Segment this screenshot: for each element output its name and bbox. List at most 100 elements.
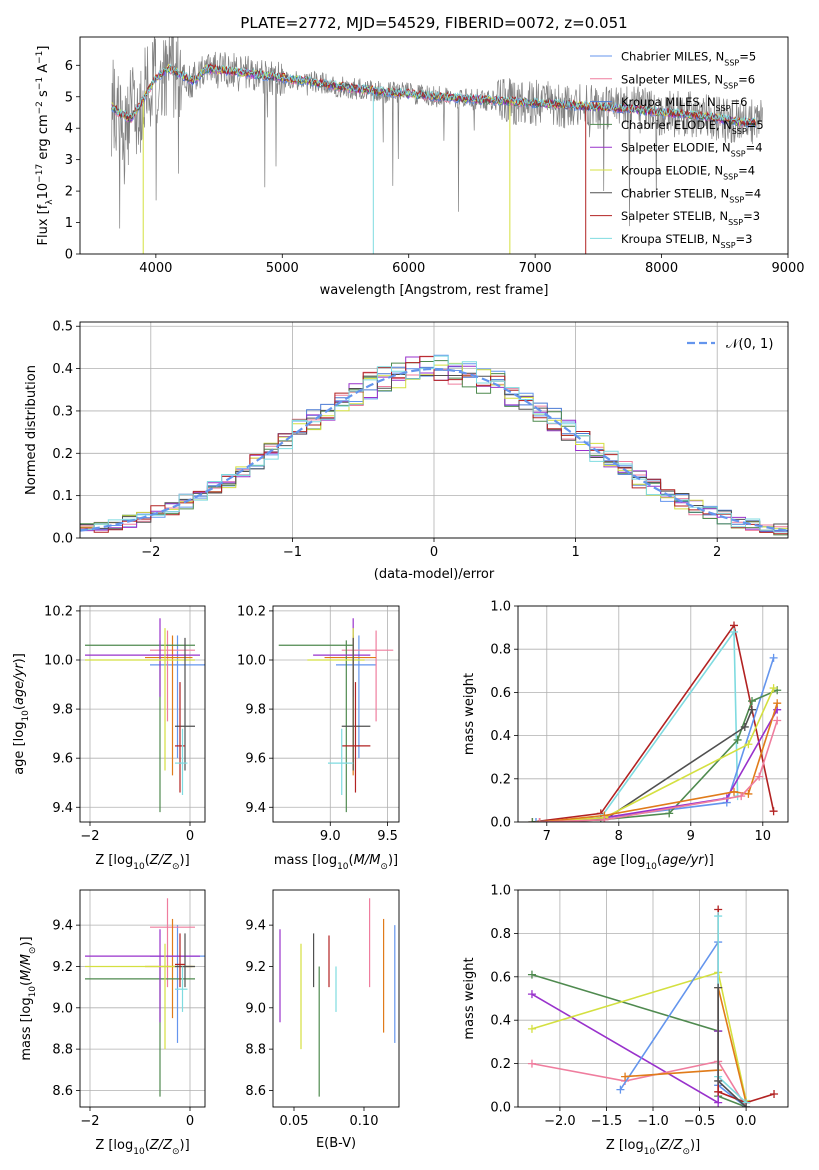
- y-tick-label: 1: [65, 216, 73, 231]
- legend-label: 𝒩(0, 1): [726, 337, 773, 352]
- y-tick-label: 8.6: [245, 1084, 266, 1099]
- axes-spectrum: 4000 5000 6000 7000 8000 9000 0 1 2 3 4 5 6: [65, 59, 805, 276]
- x-tick-label: 4000: [139, 261, 172, 276]
- mass-weight-point: [714, 1087, 723, 1096]
- x-tick-label: −1: [283, 545, 302, 560]
- y-tick-label: 10.0: [237, 654, 266, 669]
- y-tick-label: 10.2: [237, 604, 266, 619]
- y-tick-label: 9.0: [245, 1001, 266, 1016]
- y-axis-label: mass weight: [462, 673, 477, 755]
- x-axis-label: Z [log10(Z/Z⊙)]: [95, 853, 189, 872]
- x-tick-label: 7: [543, 829, 551, 844]
- x-tick-label: 0: [186, 1114, 194, 1129]
- mass-weight-point: [755, 772, 764, 781]
- mass-weight-point: [527, 1059, 536, 1068]
- axes-mass_vs_ebv: 0.05 0.10 8.6 8.8 9.0 9.2 9.4: [245, 919, 378, 1129]
- mass-weight-point: [527, 1024, 536, 1033]
- model-spectrum: [111, 63, 756, 127]
- mass-weight-point: [769, 807, 778, 816]
- mass-weight-point: [740, 722, 749, 731]
- x-tick-label: 8: [615, 829, 623, 844]
- mass-weight-point: [770, 1089, 779, 1098]
- x-axis-label: Z [log10(Z/Z⊙)]: [606, 1138, 700, 1157]
- mass-weight-point: [748, 697, 756, 706]
- x-axis-label: age [log10(age/yr)]: [592, 853, 714, 872]
- normal-curve: [80, 367, 788, 532]
- x-tick-label: 8000: [645, 261, 678, 276]
- x-tick-label: 0.10: [350, 1114, 379, 1129]
- mass-weight-point: [527, 970, 536, 979]
- y-tick-label: 0.0: [52, 532, 73, 547]
- y-tick-label: 0.2: [52, 447, 73, 462]
- mass-weight-point: [665, 809, 674, 818]
- legend-label: Chabrier STELIB, NSSP=4: [621, 186, 761, 204]
- mass-weight-series: [539, 687, 775, 822]
- y-tick-label: 9.6: [52, 752, 73, 767]
- y-axis-label: mass weight: [462, 957, 477, 1039]
- mass-weight-point: [527, 990, 536, 999]
- y-tick-label: 0: [65, 248, 73, 263]
- x-axis-label: (data-model)/error: [374, 567, 495, 582]
- x-tick-label: 9: [687, 829, 695, 844]
- mass-weight-series: [531, 1060, 747, 1107]
- y-tick-label: 9.8: [245, 703, 266, 718]
- spectrum-plot: [111, 37, 763, 254]
- x-tick-label: 7000: [519, 261, 552, 276]
- legend-label: Kroupa STELIB, NSSP=3: [621, 232, 752, 250]
- x-tick-label: −0.5: [684, 1114, 716, 1129]
- x-axis-label: Z [log10(Z/Z⊙)]: [95, 1138, 189, 1157]
- x-tick-label: −2.0: [544, 1114, 576, 1129]
- figure-title: PLATE=2772, MJD=54529, FIBERID=0072, z=0…: [240, 14, 627, 32]
- axes-age_vs_Z: −2 0 9.4 9.6 9.8 10.0 10.2: [44, 604, 205, 844]
- x-tick-label: 1: [571, 545, 579, 560]
- axes-mass_weight_vs_age: 7 8 9 10 0.0 0.2 0.4 0.6 0.8 1.0: [490, 600, 788, 844]
- y-axis-label: Flux [fλ10−17 erg cm−2 s−1 A−1]: [35, 46, 55, 246]
- errorbar-plot: [85, 898, 205, 1097]
- x-tick-label: 9.0: [320, 829, 341, 844]
- y-tick-label: 8.8: [52, 1043, 73, 1058]
- legend-label: Chabrier MILES, NSSP=5: [621, 50, 756, 68]
- x-tick-label: 0: [430, 545, 438, 560]
- x-axis-label: mass [log10(M/M⊙)]: [274, 853, 398, 872]
- x-tick-label: −2: [80, 1114, 99, 1129]
- y-tick-label: 0.0: [490, 1101, 511, 1116]
- axes-residual_histogram: −2 −1 0 1 2 0.0 0.1 0.2 0.3 0.4 0.5: [52, 320, 788, 560]
- y-tick-label: 0.4: [490, 1014, 511, 1029]
- axes-age_vs_mass: 9.0 9.5 9.4 9.6 9.8 10.0 10.2: [237, 604, 399, 844]
- y-tick-label: 0.4: [490, 729, 511, 744]
- y-tick-label: 9.0: [52, 1001, 73, 1016]
- mass-weight-point: [616, 1085, 625, 1094]
- errorbar-plot: [85, 618, 205, 813]
- x-tick-label: 2: [713, 545, 721, 560]
- x-tick-label: 9000: [771, 261, 804, 276]
- mass-weight-point: [532, 818, 540, 822]
- y-tick-label: 9.4: [245, 919, 266, 934]
- mass-weight-plot: [528, 621, 782, 822]
- mass-weight-point: [773, 699, 782, 708]
- axes-frame: [79, 605, 206, 823]
- y-tick-label: 0.3: [52, 404, 73, 419]
- model-spectrum: [111, 63, 756, 125]
- mass-weight-point: [528, 818, 537, 822]
- y-tick-label: 8.6: [52, 1084, 73, 1099]
- x-tick-label: −1.5: [591, 1114, 623, 1129]
- x-tick-label: 6000: [392, 261, 425, 276]
- mass-weight-point: [621, 1072, 630, 1081]
- mass-weight-point: [769, 684, 778, 693]
- mass-weight-point: [730, 627, 738, 636]
- x-axis-label: E(B-V): [316, 1136, 356, 1151]
- y-tick-label: 9.2: [52, 960, 73, 975]
- axes-frame: [272, 889, 400, 1108]
- legend-label: Salpeter ELODIE, NSSP=4: [621, 141, 763, 159]
- legend-label: Kroupa ELODIE, NSSP=4: [621, 164, 755, 182]
- mass-weight-point: [600, 815, 609, 822]
- legend-label: Salpeter STELIB, NSSP=3: [621, 209, 760, 227]
- legend-label: Chabrier ELODIE, NSSP=5: [621, 118, 764, 136]
- x-tick-label: 0.05: [280, 1114, 309, 1129]
- mass-weight-point: [535, 818, 544, 822]
- y-tick-label: 2: [65, 185, 73, 200]
- mass-weight-point: [737, 792, 746, 801]
- y-tick-label: 5: [65, 90, 73, 105]
- x-tick-label: 0.0: [736, 1114, 757, 1129]
- y-tick-label: 9.8: [52, 703, 73, 718]
